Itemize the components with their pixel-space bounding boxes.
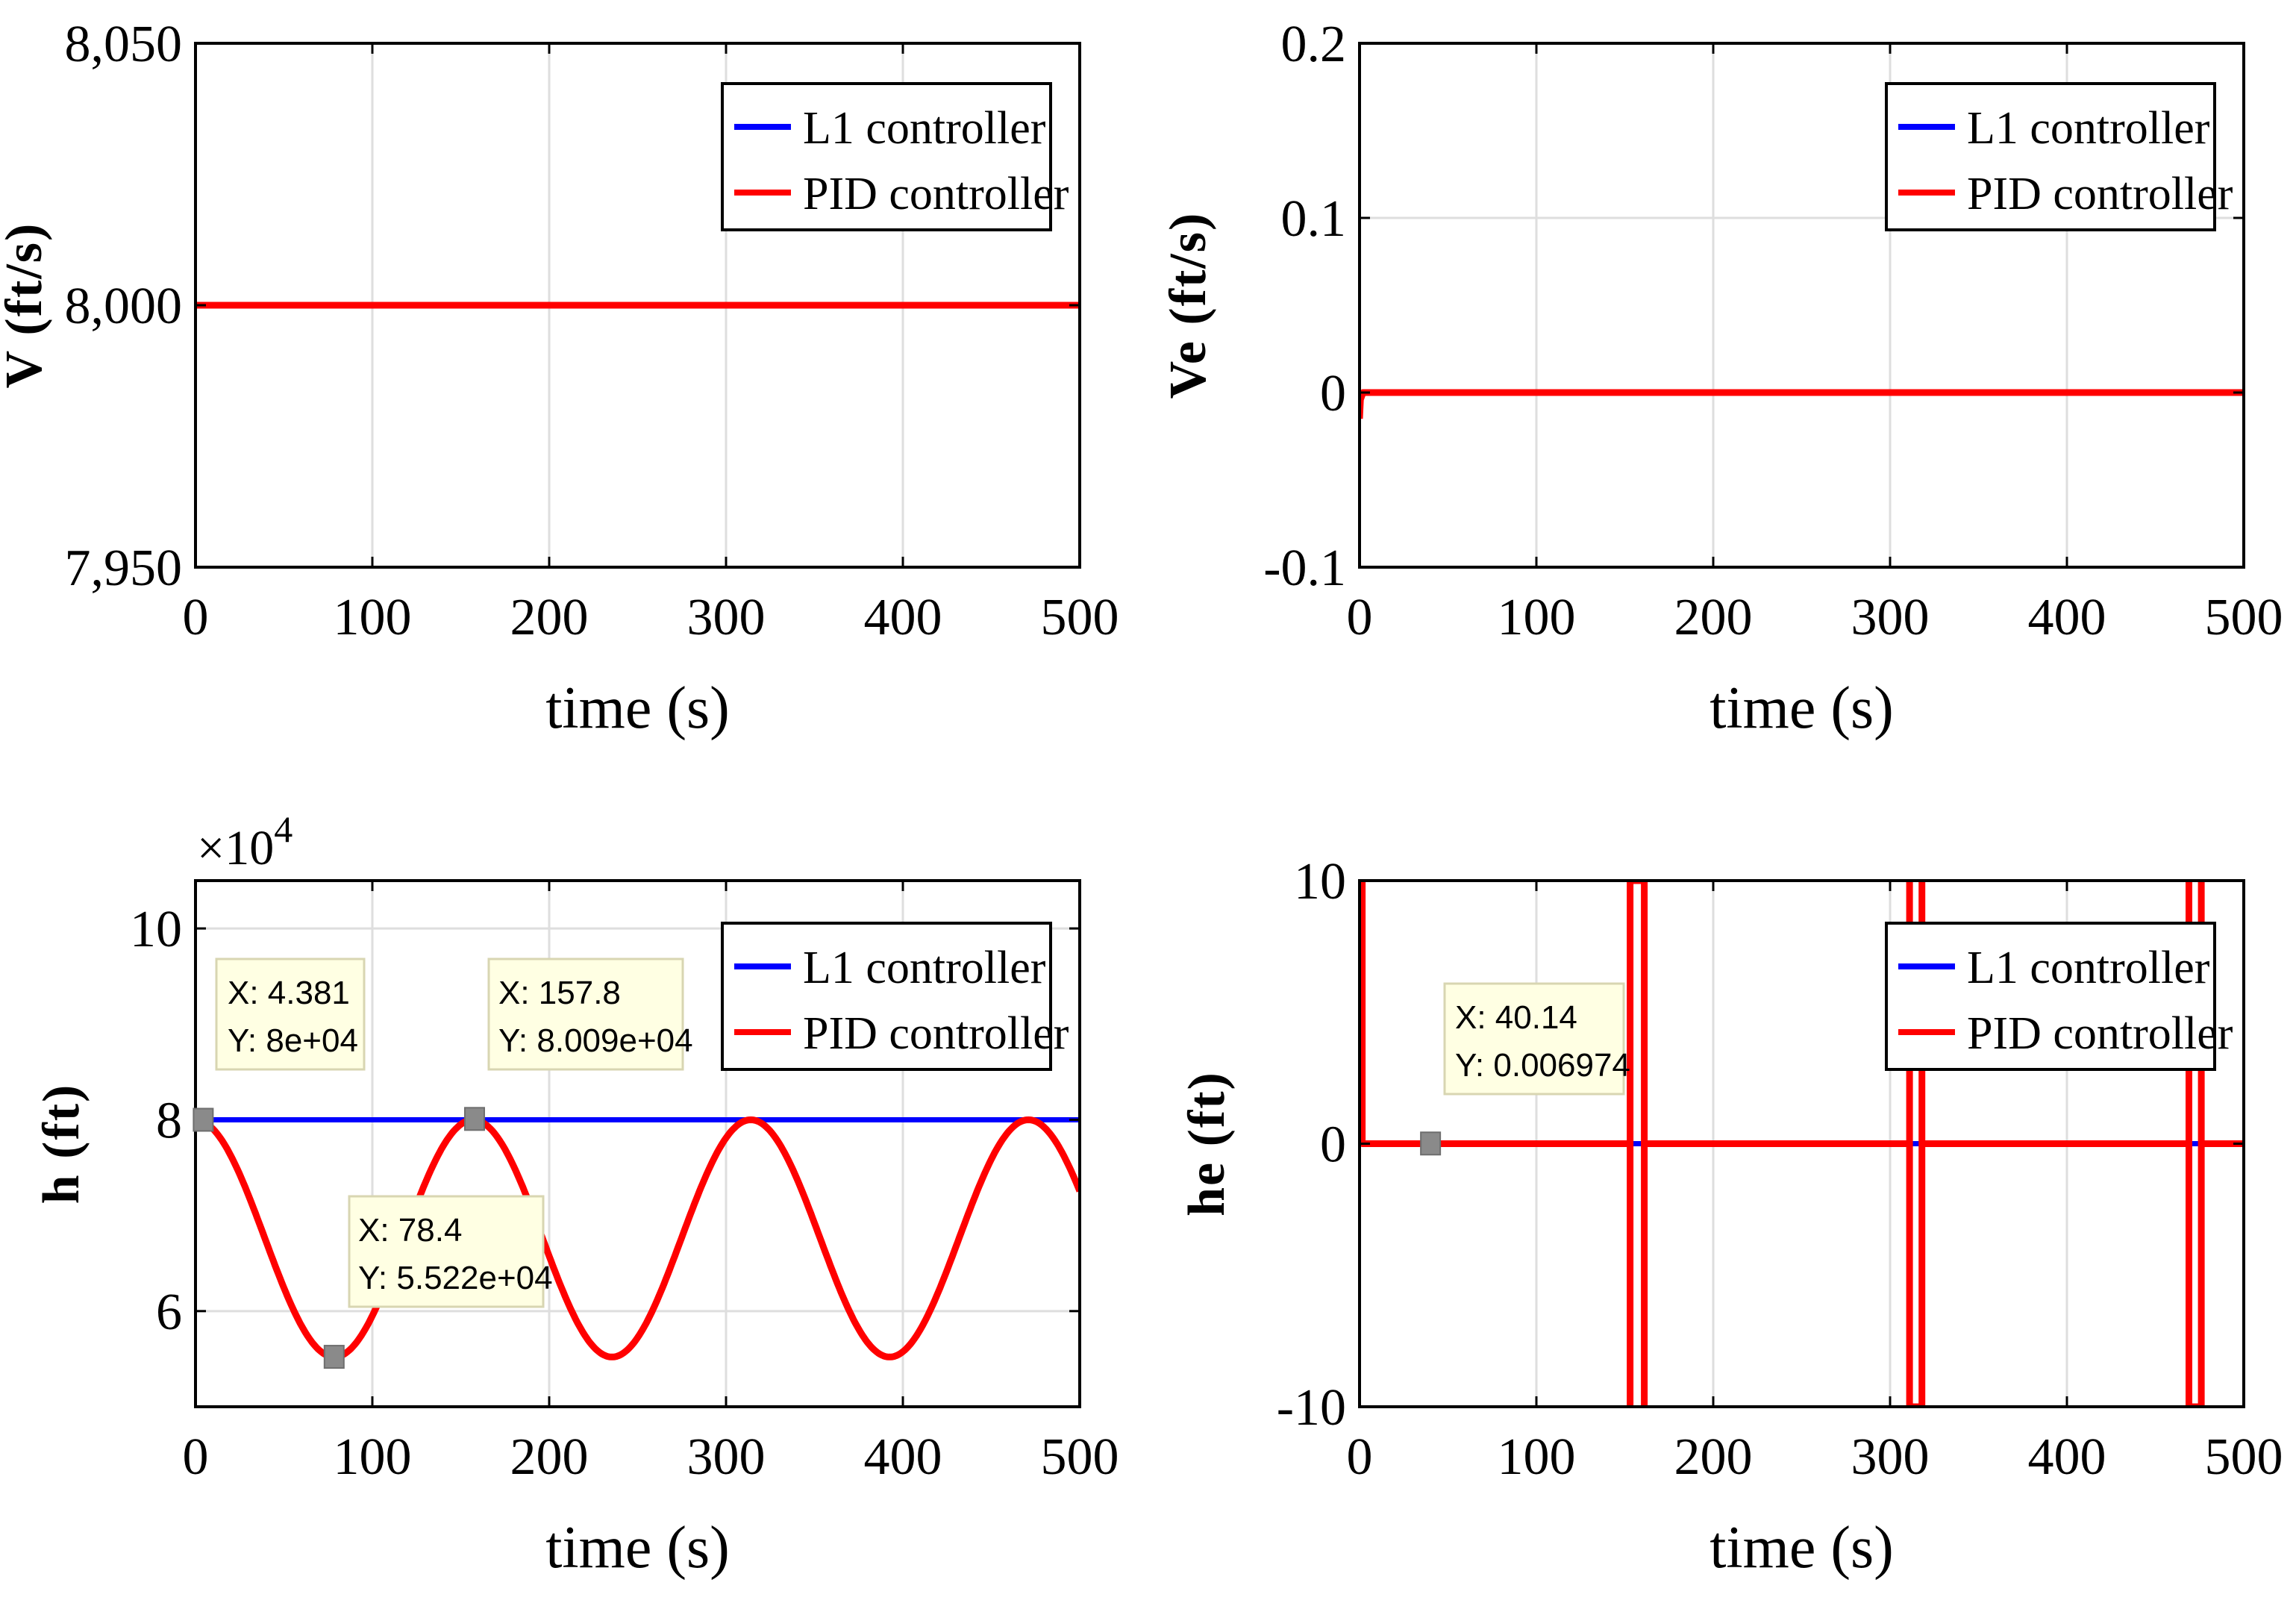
- legend-label: PID controller: [1967, 1008, 2233, 1059]
- y-tick-label: 10: [130, 901, 182, 958]
- datatip-y-value: Y: 8.009e+04: [498, 1022, 693, 1059]
- y-axis-label: V (ft/s): [0, 222, 53, 389]
- x-tick-label: 100: [334, 1428, 412, 1486]
- subplot-3: 0 100 200 300 400 500 6 8 10 ×104 time (s) h (ft) L1…: [33, 808, 1119, 1581]
- legend-box: [1885, 922, 2216, 1071]
- x-axis-label: time (s): [1710, 1515, 1894, 1581]
- legend: L1 controller PID controller: [1885, 922, 2233, 1071]
- x-tick-label: 200: [510, 589, 589, 646]
- datatip-box: [348, 1195, 545, 1308]
- legend: L1 controller PID controller: [721, 82, 1069, 231]
- x-tick-label: 100: [1498, 589, 1576, 646]
- y-axis-label: h (ft): [33, 1084, 90, 1205]
- legend-label: PID controller: [803, 169, 1069, 219]
- legend-box: [721, 82, 1052, 231]
- x-axis-label: time (s): [1710, 675, 1894, 741]
- legend-label: L1 controller: [803, 103, 1046, 154]
- y-tick-label: 0.1: [1281, 190, 1347, 248]
- datatip-y-value: Y: 0.006974: [1455, 1047, 1630, 1084]
- x-tick-label: 500: [1041, 589, 1119, 646]
- x-axis-label: time (s): [545, 675, 730, 741]
- x-tick-label: 300: [687, 1428, 766, 1486]
- series-group: [1360, 881, 2244, 1407]
- y-multiplier: ×104: [197, 808, 293, 875]
- x-tick-label: 500: [2205, 1428, 2283, 1486]
- legend: L1 controller PID controller: [721, 922, 1069, 1071]
- x-tick-label: 500: [1041, 1428, 1119, 1486]
- datatip-x-value: X: 40.14: [1455, 999, 1577, 1036]
- datatip-x-value: X: 4.381: [228, 975, 350, 1011]
- y-tick-label: 10: [1294, 853, 1346, 910]
- legend-label: L1 controller: [1967, 943, 2210, 993]
- datatip-marker[interactable]: [323, 1345, 345, 1369]
- datatip-x-value: X: 78.4: [358, 1212, 462, 1249]
- y-axis-label: Ve (ft/s): [1160, 212, 1217, 399]
- x-tick-label: 400: [2028, 589, 2106, 646]
- x-tick-label: 200: [510, 1428, 589, 1486]
- x-tick-label: 200: [1674, 1428, 1753, 1486]
- datatip-box: [1443, 982, 1625, 1096]
- x-tick-label: 100: [1498, 1428, 1576, 1486]
- x-tick-label: 200: [1674, 589, 1753, 646]
- datatip-y-value: Y: 5.522e+04: [358, 1260, 553, 1296]
- legend-box: [1885, 82, 2216, 231]
- y-tick-label: 0.2: [1281, 16, 1347, 73]
- x-tick-label: 300: [1851, 589, 1930, 646]
- x-axis-label: time (s): [545, 1515, 730, 1581]
- y-tick-label: 8,000: [65, 278, 183, 335]
- datatip[interactable]: X: 4.381 Y: 8e+04: [193, 957, 366, 1132]
- datatip-marker[interactable]: [193, 1107, 214, 1132]
- x-tick-label: 0: [1347, 589, 1373, 646]
- axes-box: [1358, 42, 2245, 569]
- y-multiplier-base: ×10: [197, 821, 274, 875]
- datatip-marker[interactable]: [463, 1107, 485, 1131]
- x-tick-label: 100: [334, 589, 412, 646]
- datatip[interactable]: X: 157.8 Y: 8.009e+04: [463, 957, 693, 1131]
- datatip[interactable]: X: 40.14 Y: 0.006974: [1420, 982, 1630, 1156]
- legend-label: L1 controller: [803, 943, 1046, 993]
- datatip-box: [215, 957, 366, 1071]
- x-tick-label: 500: [2205, 589, 2283, 646]
- y-tick-label: 8: [156, 1092, 182, 1149]
- series-pid-controller: [1360, 881, 2244, 1407]
- datatip-marker[interactable]: [1420, 1131, 1442, 1156]
- datatip-box: [487, 957, 684, 1071]
- subplot-1: 0 100 200 300 400 500 7,950 8,000 8,050 time (s) V…: [0, 16, 1119, 741]
- x-tick-label: 0: [183, 589, 209, 646]
- datatip-x-value: X: 157.8: [498, 975, 621, 1011]
- axes-box: [194, 879, 1081, 1408]
- legend: L1 controller PID controller: [1885, 82, 2233, 231]
- x-tick-label: 400: [2028, 1428, 2106, 1486]
- y-multiplier-exponent: 4: [274, 808, 293, 850]
- legend-label: PID controller: [803, 1008, 1069, 1059]
- legend-label: PID controller: [1967, 169, 2233, 219]
- x-tick-label: 400: [864, 1428, 942, 1486]
- x-tick-label: 0: [183, 1428, 209, 1486]
- y-tick-label: 0: [1320, 365, 1346, 422]
- y-tick-label: -0.1: [1263, 540, 1346, 597]
- x-tick-label: 300: [687, 589, 766, 646]
- datatip-y-value: Y: 8e+04: [228, 1022, 358, 1059]
- x-tick-label: 0: [1347, 1428, 1373, 1486]
- y-tick-label: 8,050: [65, 16, 183, 73]
- y-axis-label: he (ft): [1178, 1071, 1236, 1216]
- x-tick-label: 400: [864, 589, 942, 646]
- y-tick-label: 0: [1320, 1116, 1346, 1174]
- legend-box: [721, 922, 1052, 1071]
- y-tick-label: -10: [1277, 1379, 1346, 1437]
- datatip[interactable]: X: 78.4 Y: 5.522e+04: [323, 1195, 553, 1369]
- y-tick-label: 7,950: [65, 540, 183, 597]
- y-tick-label: 6: [156, 1284, 182, 1341]
- x-tick-label: 300: [1851, 1428, 1930, 1486]
- legend-label: L1 controller: [1967, 103, 2210, 154]
